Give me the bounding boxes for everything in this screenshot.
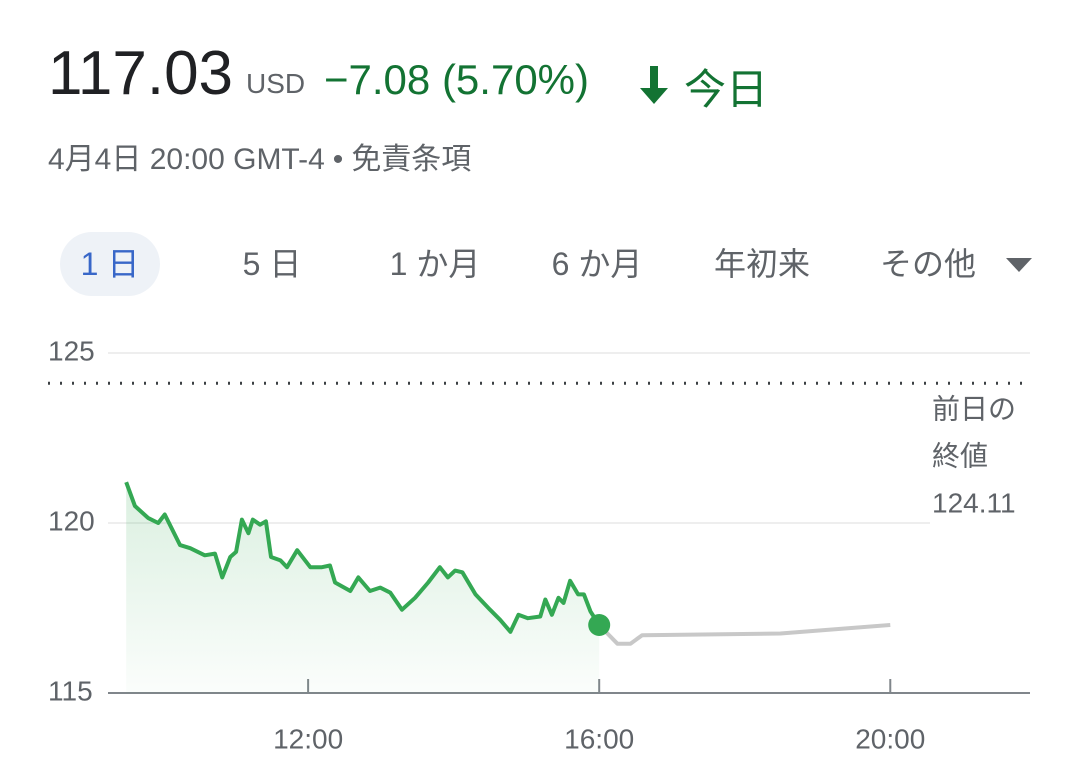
tab[interactable]: 年初来 (713, 246, 810, 282)
last-point (588, 614, 611, 636)
reference-label: 終値 (932, 441, 988, 472)
y-tick-label: 120 (48, 505, 95, 536)
x-tick-label: 16:00 (564, 723, 634, 754)
x-tick-label: 20:00 (855, 723, 925, 754)
price-line (597, 623, 891, 646)
down-arrow (640, 66, 668, 104)
price-line (124, 481, 601, 634)
currency: USD (246, 68, 306, 99)
y-tick-label: 125 (48, 335, 95, 366)
tab[interactable]: 6 か月 (551, 246, 643, 282)
x-tick-label: 12:00 (273, 723, 343, 754)
tab[interactable]: 1 か月 (389, 246, 481, 282)
reference-value: 124.11 (932, 488, 1016, 519)
disclaimer[interactable]: 免責条項 (351, 143, 472, 176)
tab[interactable]: 5 日 (242, 246, 302, 282)
separator: • (332, 143, 344, 176)
change: −7.08 (5.70%) (324, 56, 590, 103)
y-tick-label: 115 (48, 675, 93, 706)
timestamp: 4月4日 20:00 GMT-4 (48, 143, 325, 176)
period: 今日 (684, 66, 769, 113)
tab[interactable]: その他 (879, 246, 976, 282)
reference-label: 前日の (932, 394, 1016, 425)
dropdown-icon[interactable] (1004, 256, 1034, 274)
subtitle: 4月4日 20:00 GMT-4 • 免責条項 (48, 134, 479, 178)
price: 117.03 (48, 39, 234, 108)
area (126, 482, 600, 693)
tab[interactable]: 1 日 (60, 232, 160, 296)
